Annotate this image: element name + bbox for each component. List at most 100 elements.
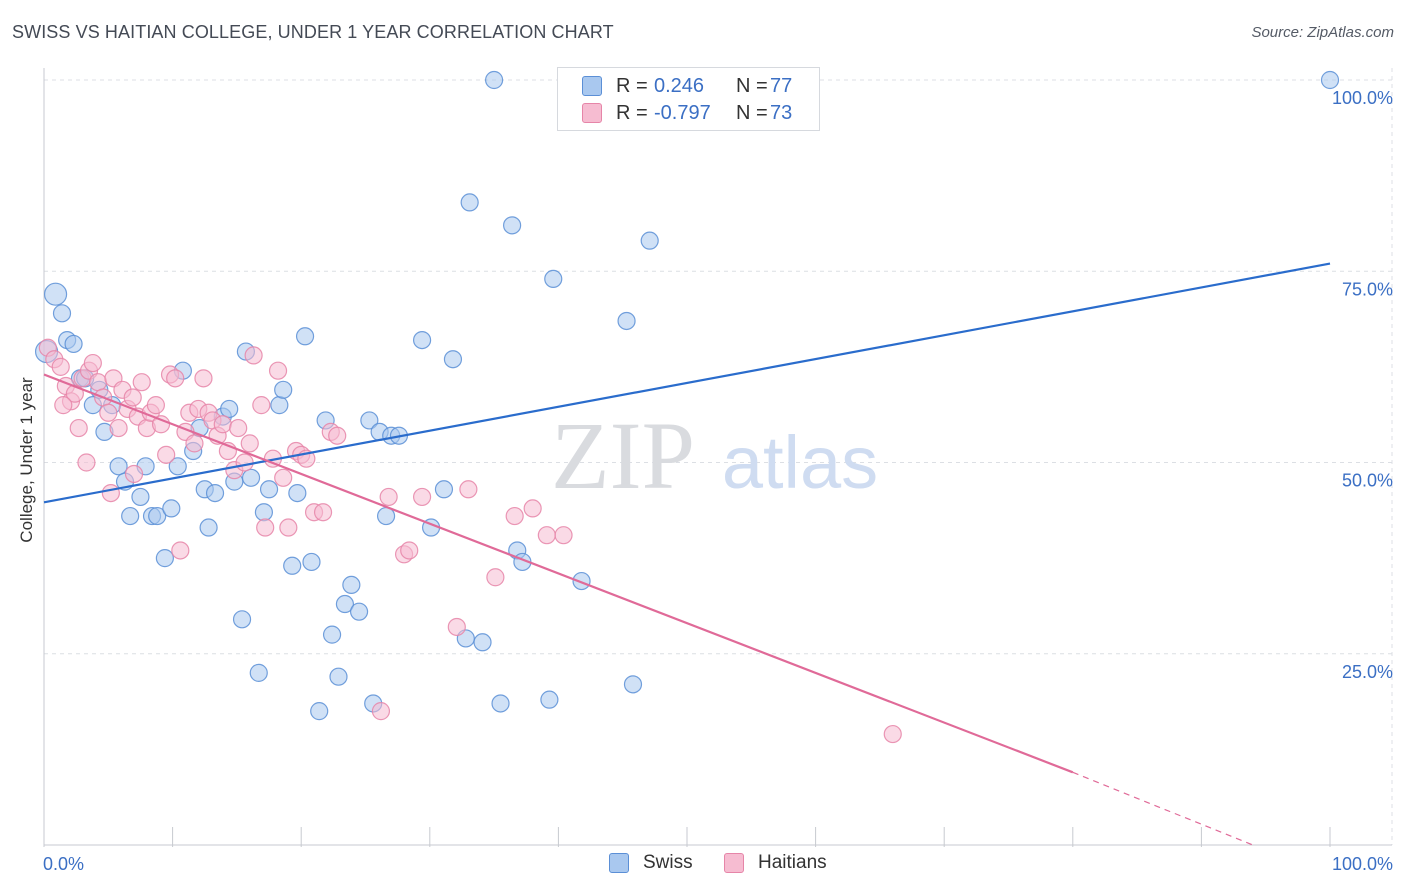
swiss-point [544, 269, 563, 288]
haitian-trend-line [43, 373, 1074, 774]
source-label: Source: ZipAtlas.com [1251, 24, 1394, 41]
haitian-point [157, 445, 176, 464]
haitian-point [194, 369, 213, 388]
haitian-trend-extension [1072, 771, 1254, 846]
haitian-point [274, 468, 293, 487]
swiss-point [64, 334, 83, 354]
watermark: ZIP atlas [551, 402, 878, 509]
swiss-point [310, 702, 329, 721]
r-label: R = [616, 74, 648, 97]
swiss-point [443, 350, 463, 369]
swiss-point [572, 571, 591, 591]
swiss-point [148, 506, 167, 526]
r-label: R = [616, 101, 648, 124]
swiss-point [162, 499, 181, 518]
swiss-legend-swatch-icon [609, 853, 629, 873]
swiss-point [1320, 70, 1340, 90]
swiss-point [295, 327, 315, 346]
swiss-point [434, 480, 454, 499]
haitian-point [229, 418, 248, 438]
y-tick-label: 75.0% [1342, 279, 1393, 299]
haitian-point [328, 426, 347, 445]
swiss-point [283, 556, 302, 575]
y-tick-label: 100.0% [1332, 88, 1393, 108]
swiss-point [199, 518, 218, 537]
swiss-point [460, 193, 479, 212]
haitian-point [313, 503, 333, 522]
swiss-point [220, 399, 239, 419]
legend-item-haitians[interactable]: Haitians [724, 852, 827, 874]
n-label: N = [736, 74, 768, 97]
watermark-zip: ZIP [551, 402, 695, 509]
haitian-point [252, 396, 271, 415]
swiss-point [342, 575, 361, 595]
swiss-point [259, 480, 279, 499]
swiss-point [168, 457, 187, 476]
n-value-swiss: 77 [770, 74, 793, 97]
legend-label-swiss: Swiss [643, 852, 693, 873]
haitians-swatch-icon [582, 103, 602, 123]
haitian-point [77, 453, 96, 472]
swiss-point [249, 663, 268, 682]
haitians-legend-swatch-icon [724, 853, 744, 873]
haitian-point [371, 702, 391, 721]
swiss-point [349, 602, 369, 621]
y-tick-label: 50.0% [1342, 471, 1393, 491]
swiss-point [329, 667, 348, 686]
swiss-point [288, 484, 307, 503]
haitian-point [379, 487, 398, 507]
swiss-point [131, 487, 150, 507]
x-tick-label: 0.0% [43, 854, 84, 874]
legend-item-swiss[interactable]: Swiss [609, 852, 693, 874]
haitian-point [65, 384, 84, 403]
haitian-point [101, 484, 120, 503]
haitian-point [132, 373, 151, 392]
haitian-point [447, 617, 466, 637]
swiss-point [274, 380, 293, 399]
stats-row-haitians: R = -0.797 N = 73 [582, 100, 792, 126]
haitian-point [185, 434, 204, 453]
swiss-point [540, 690, 559, 709]
haitian-point [213, 415, 232, 434]
haitian-point [412, 487, 432, 507]
swiss-point [155, 549, 174, 568]
haitian-point [523, 499, 542, 518]
haitian-point [83, 353, 102, 373]
swiss-point [503, 216, 522, 235]
legend-label-haitians: Haitians [758, 852, 827, 873]
swiss-trend-line [43, 262, 1331, 504]
r-value-swiss: 0.246 [654, 74, 705, 97]
watermark-atlas: atlas [722, 421, 878, 504]
swiss-point [335, 594, 355, 614]
stats-row-swiss: R = 0.246 N = 77 [582, 73, 792, 99]
swiss-point [412, 331, 432, 350]
haitian-point [146, 396, 165, 415]
swiss-point [205, 484, 225, 503]
axes [43, 68, 1392, 847]
swiss-point [109, 457, 128, 476]
stats-legend: R = 0.246 N = 77 R = -0.797 N = 73 [557, 67, 820, 131]
haitian-point [51, 357, 70, 376]
series-legend: Swiss Haitians [0, 852, 1406, 878]
haitian-point [537, 526, 556, 545]
n-value-haitians: 73 [770, 101, 793, 124]
swiss-point [491, 694, 510, 713]
y-tick-label: 25.0% [1342, 662, 1393, 682]
haitian-point [99, 403, 118, 422]
haitian-point [124, 464, 144, 484]
points-layer [34, 70, 1340, 744]
haitian-point [554, 526, 573, 545]
chart-title: SWISS VS HAITIAN COLLEGE, UNDER 1 YEAR C… [12, 22, 614, 42]
y-axis-label: College, Under 1 year [17, 377, 36, 543]
x-tick-label: 100.0% [1332, 854, 1393, 874]
swiss-point [121, 506, 140, 526]
swiss-point [322, 625, 342, 644]
haitian-point [166, 369, 185, 388]
swiss-point [52, 304, 72, 323]
haitian-point [459, 480, 478, 499]
haitian-point [123, 388, 142, 407]
swiss-point [617, 311, 636, 331]
haitian-point [505, 506, 524, 526]
swiss-swatch-icon [582, 76, 602, 96]
